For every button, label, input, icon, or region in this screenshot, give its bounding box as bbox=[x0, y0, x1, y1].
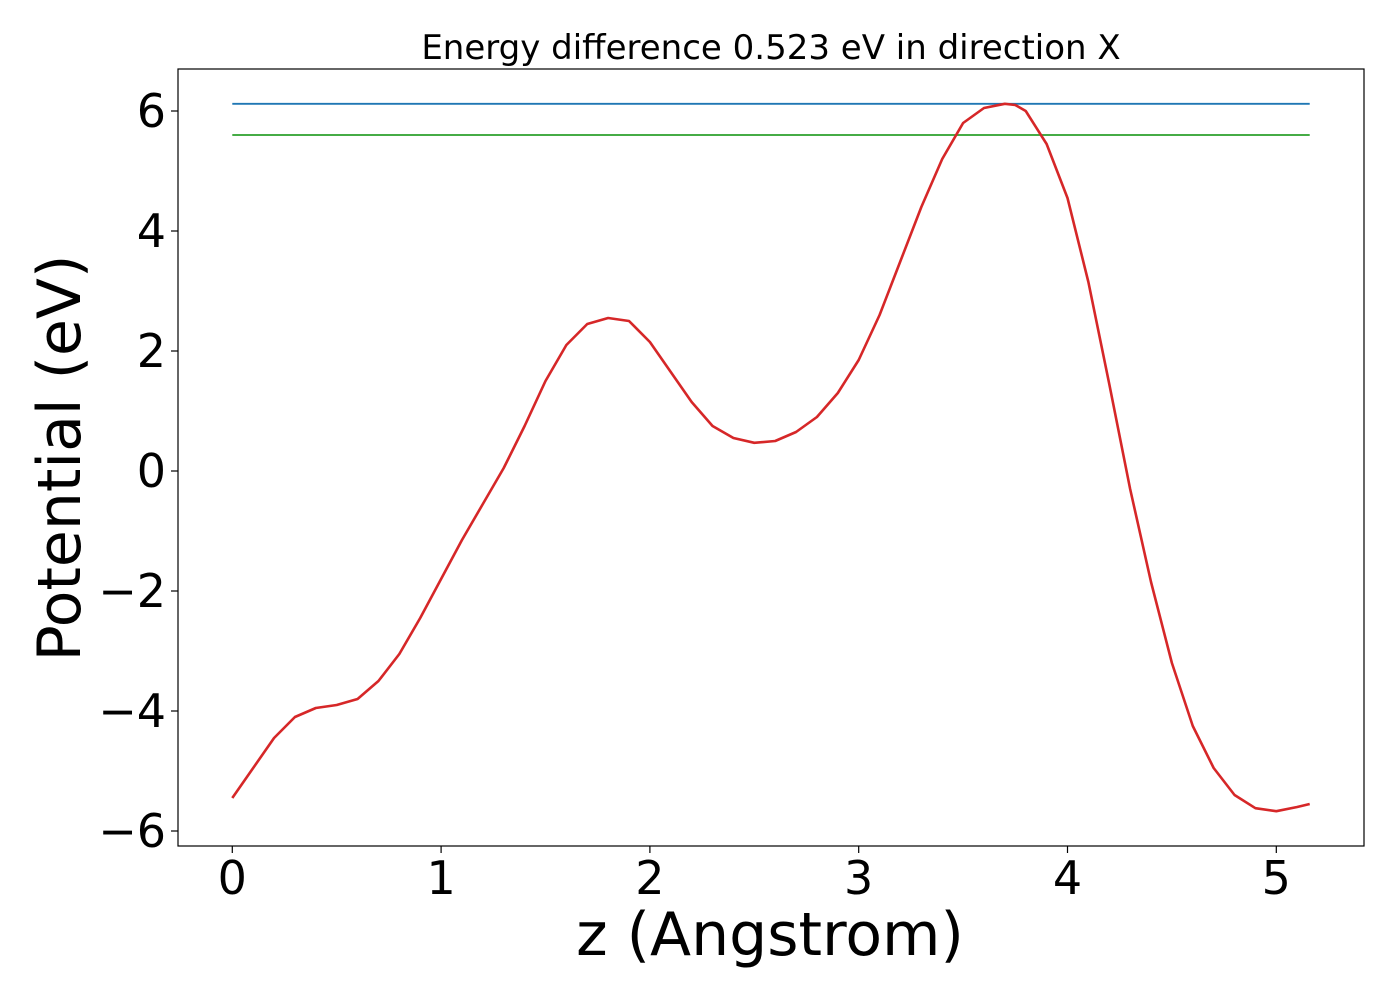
y-tick-label: 6 bbox=[137, 84, 166, 138]
y-tick-label: 0 bbox=[137, 444, 166, 498]
x-tick-label: 1 bbox=[426, 851, 455, 905]
x-tick-label: 3 bbox=[844, 851, 873, 905]
x-tick-label: 5 bbox=[1262, 851, 1291, 905]
y-ticks: −6 −4 −2 0 2 4 6 bbox=[98, 84, 178, 858]
y-axis-label: Potential (eV) bbox=[25, 255, 95, 662]
x-tick-label: 4 bbox=[1053, 851, 1082, 905]
y-tick-label: 2 bbox=[137, 324, 166, 378]
y-tick-label: −4 bbox=[98, 684, 166, 738]
series-line-2 bbox=[231, 102, 1311, 813]
series-layer bbox=[231, 102, 1311, 813]
y-tick-label: −6 bbox=[98, 804, 166, 858]
plot-frame bbox=[177, 68, 1365, 847]
chart-title: Energy difference 0.523 eV in direction … bbox=[421, 28, 1120, 68]
y-tick-label: 4 bbox=[137, 204, 166, 258]
y-tick-label: −2 bbox=[98, 564, 166, 618]
x-tick-label: 2 bbox=[635, 851, 664, 905]
x-tick-label: 0 bbox=[218, 851, 247, 905]
x-ticks: 0 1 2 3 4 5 bbox=[218, 846, 1291, 905]
x-axis-label: z (Angstrom) bbox=[576, 900, 964, 970]
